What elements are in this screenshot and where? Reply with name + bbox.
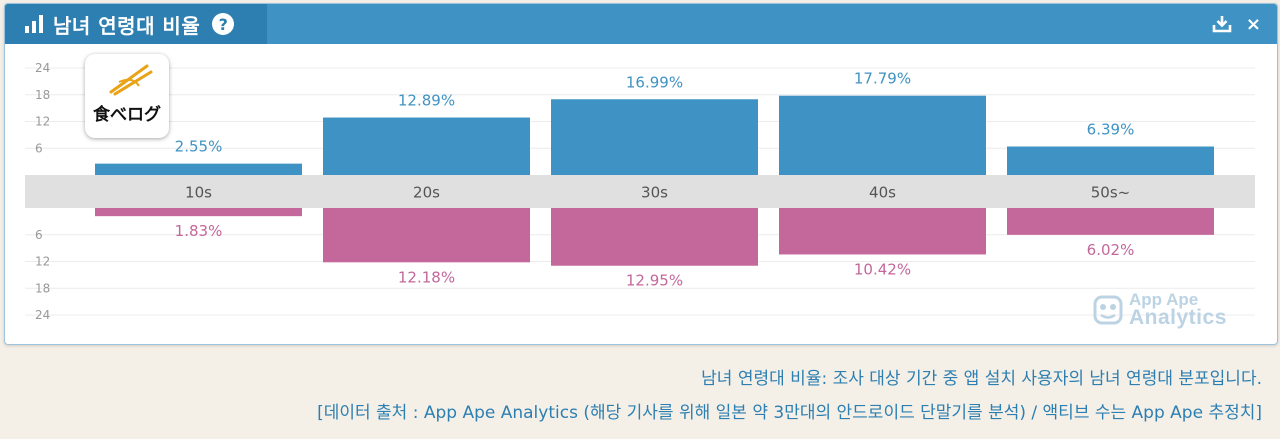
y-tick-lower: 6 (35, 228, 43, 242)
data-label-male: 17.79% (854, 70, 911, 88)
category-label: 40s (869, 184, 896, 202)
logo-text: 食べログ (93, 105, 161, 125)
category-label: 50s~ (1091, 184, 1130, 202)
data-label-female: 1.83% (175, 222, 223, 240)
data-label-female: 12.18% (398, 268, 455, 286)
download-icon[interactable] (1212, 15, 1232, 33)
bar-chart-icon (25, 15, 43, 33)
bar-male (1007, 146, 1214, 175)
y-tick-upper: 6 (35, 141, 43, 155)
data-label-male: 16.99% (626, 73, 683, 91)
category-label: 20s (413, 184, 440, 202)
category-label: 30s (641, 184, 668, 202)
y-tick-upper: 18 (35, 88, 50, 102)
data-label-male: 6.39% (1087, 121, 1135, 139)
category-band (25, 175, 1255, 208)
bar-male (779, 95, 986, 175)
panel-header: 남녀 연령대 비율 ? × (5, 4, 1277, 44)
y-tick-lower: 18 (35, 281, 50, 295)
bar-female (95, 208, 302, 217)
help-icon[interactable]: ? (212, 13, 235, 35)
close-icon[interactable]: × (1245, 13, 1261, 35)
y-tick-upper: 12 (35, 115, 50, 129)
data-label-male: 2.55% (175, 138, 223, 156)
data-label-female: 12.95% (626, 272, 683, 290)
bar-chart: 24 18 12 6 6 12 18 24 2.55% 1.83% 10s 12.89% 12.18% 2… (25, 61, 1255, 322)
bar-female (1007, 208, 1214, 235)
category-label: 10s (185, 184, 212, 202)
watermark-line2: Analytics (1129, 306, 1227, 329)
tabelog-logo: 食べログ (85, 54, 169, 138)
caption-line-2: [데이터 출처 : App Ape Analytics (해당 기사를 위해 일… (317, 403, 1262, 423)
y-tick-lower: 24 (35, 308, 50, 322)
bar-male (95, 163, 302, 175)
y-tick-upper: 24 (35, 61, 50, 75)
app-ape-icon (1093, 295, 1123, 325)
data-label-male: 12.89% (398, 92, 455, 110)
bar-female (323, 208, 530, 263)
bar-male (323, 117, 530, 175)
title-tab: 남녀 연령대 비율 ? (5, 4, 267, 44)
watermark-line1: App Ape (1129, 290, 1199, 309)
chopsticks-icon (109, 64, 153, 96)
data-label-female: 10.42% (854, 260, 911, 278)
bar-female (551, 208, 758, 266)
app-ape-watermark: App Ape Analytics (1093, 290, 1227, 329)
y-tick-lower: 12 (35, 255, 50, 269)
caption-line-1: 남녀 연령대 비율: 조사 대상 기간 중 앱 설치 사용자의 남녀 연령대 분… (701, 369, 1262, 389)
panel-title: 남녀 연령대 비율 (53, 13, 201, 38)
data-label-female: 6.02% (1087, 241, 1135, 259)
chart-panel: 남녀 연령대 비율 ? × 24 18 12 6 6 12 18 24 2.55% 1.83% 10… (4, 3, 1278, 345)
header-actions: × (1212, 4, 1261, 44)
bar-male (551, 99, 758, 175)
bar-female (779, 208, 986, 255)
